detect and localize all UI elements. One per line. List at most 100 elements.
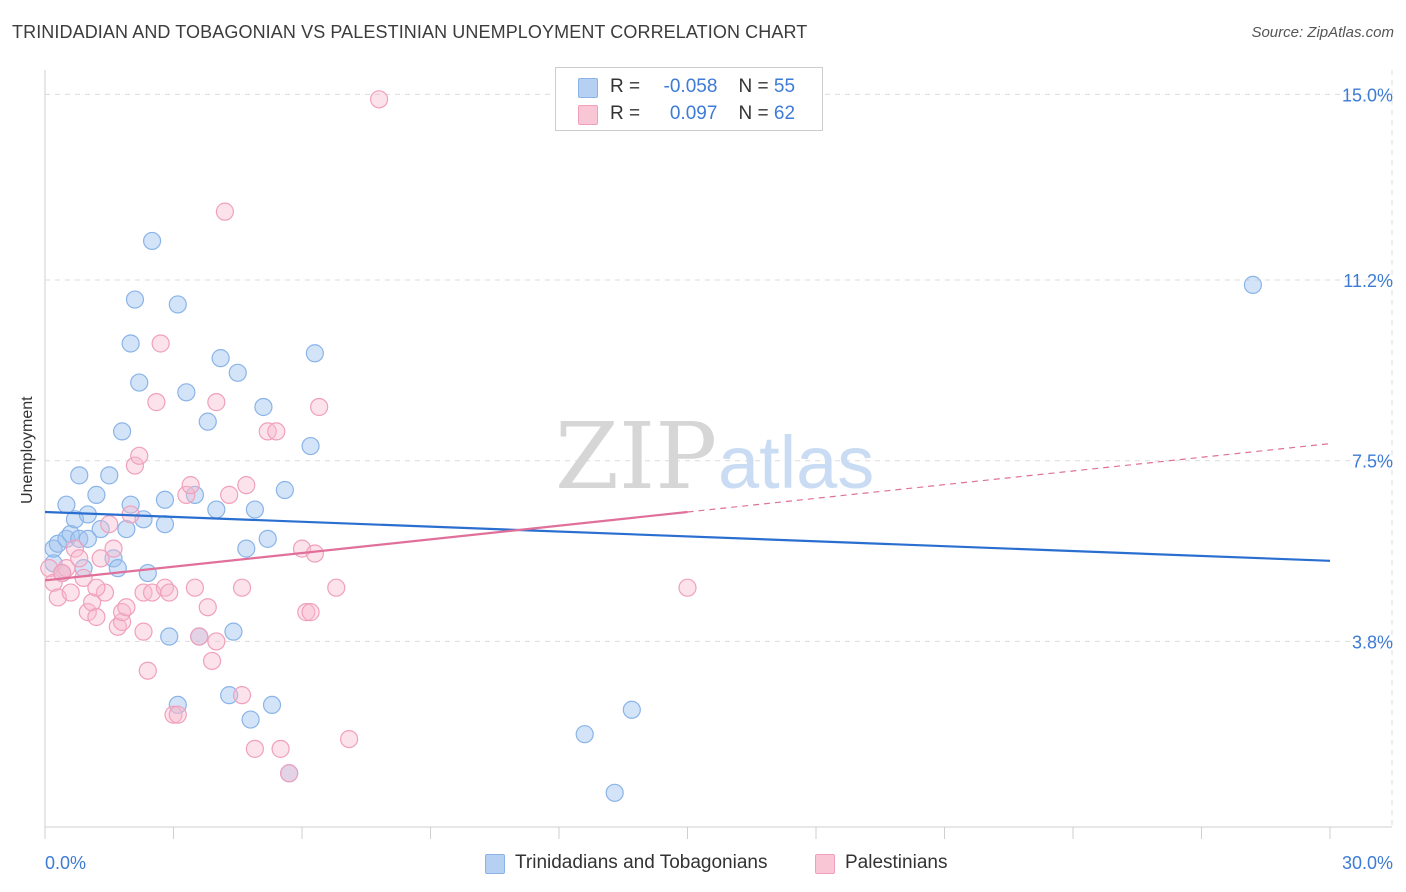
data-point — [262, 695, 282, 715]
data-point — [130, 373, 149, 392]
data-point — [138, 563, 157, 583]
data-point — [95, 583, 115, 602]
data-point — [271, 739, 290, 758]
data-point — [104, 539, 123, 558]
data-point — [224, 622, 243, 641]
data-point — [125, 456, 145, 475]
legend-label: Trinidadians and Tobagonians — [515, 852, 768, 873]
data-point — [370, 90, 389, 109]
data-point — [198, 598, 217, 617]
y-tick-label: 3.8% — [1352, 632, 1393, 652]
legend-r-value: 0.097 — [669, 103, 718, 124]
data-point — [202, 651, 222, 671]
data-point — [87, 607, 106, 627]
data-point — [83, 593, 102, 612]
data-point — [142, 231, 162, 251]
data-point — [220, 686, 239, 705]
data-point — [275, 480, 294, 500]
legend-n-value: 55 — [773, 76, 796, 97]
watermark-zip: ZIP — [555, 403, 717, 510]
y-tick-label: 7.5% — [1352, 452, 1393, 472]
data-point — [91, 549, 110, 568]
trend-line — [44, 510, 1331, 562]
data-point — [215, 202, 234, 221]
data-point — [61, 524, 80, 544]
data-point — [134, 622, 153, 641]
legend-n-label: N = — [738, 76, 769, 97]
gridlines — [45, 70, 1393, 827]
data-point — [267, 422, 286, 441]
data-point — [258, 529, 277, 548]
data-point — [228, 363, 247, 382]
data-point — [1243, 275, 1263, 294]
data-point — [104, 549, 123, 568]
data-point — [78, 603, 97, 622]
data-point — [297, 603, 316, 622]
legend-swatch-pink — [578, 105, 598, 125]
data-point — [207, 632, 226, 651]
data-point — [160, 627, 179, 646]
tick-labels: 3.8% 7.5% 11.2% 15.0% 0.0% 30.0% — [45, 85, 1393, 873]
data-point — [254, 397, 273, 417]
data-point — [575, 725, 594, 744]
data-point — [61, 583, 80, 602]
legend-r-value: -0.058 — [663, 76, 718, 97]
data-point — [280, 764, 299, 783]
data-point — [245, 739, 264, 758]
legend-n-label: N = — [738, 103, 769, 124]
series-trinidadians-points — [44, 231, 1263, 802]
data-point — [198, 412, 217, 431]
legend-r-label: R = — [610, 103, 641, 124]
data-point — [117, 519, 136, 539]
data-point — [138, 661, 157, 680]
legend-swatch-pink — [815, 854, 835, 874]
axes — [44, 70, 1392, 839]
data-point — [220, 485, 239, 504]
watermark: ZIP atlas — [555, 403, 874, 510]
data-point — [168, 705, 187, 724]
data-point — [301, 603, 320, 622]
data-point — [87, 485, 106, 504]
source-label: Source: ZipAtlas.com — [1251, 24, 1394, 41]
data-point — [241, 710, 260, 729]
legend-swatch-blue — [578, 78, 598, 98]
data-point — [121, 334, 140, 353]
watermark-atlas: atlas — [718, 421, 874, 504]
data-point — [65, 539, 85, 558]
data-point — [177, 485, 196, 504]
data-point — [151, 334, 170, 353]
correlation-legend: R = -0.058 N = 55 R = 0.097 N = 62 — [555, 67, 823, 131]
data-point — [155, 515, 175, 534]
data-point — [245, 500, 264, 519]
data-point — [168, 695, 187, 715]
data-point — [91, 519, 110, 539]
data-point — [211, 349, 230, 368]
trend-line-extension — [687, 443, 1331, 513]
data-point — [70, 549, 89, 568]
data-point — [232, 686, 252, 705]
data-point — [117, 598, 136, 617]
y-tick-label: 11.2% — [1343, 271, 1393, 291]
data-point — [622, 700, 641, 719]
data-point — [168, 295, 187, 314]
data-point — [305, 544, 324, 563]
trend-line — [44, 510, 688, 582]
y-tick-label: 15.0% — [1342, 85, 1393, 105]
data-point — [185, 578, 205, 597]
data-point — [160, 583, 179, 602]
data-point — [301, 436, 320, 456]
data-point — [70, 466, 89, 485]
data-point — [121, 495, 140, 514]
chart-title: TRINIDADIAN AND TOBAGONIAN VS PALESTINIA… — [12, 22, 808, 42]
data-point — [164, 705, 183, 724]
data-point — [232, 578, 252, 597]
data-point — [310, 397, 329, 417]
data-point — [305, 344, 324, 363]
data-point — [237, 539, 256, 558]
data-point — [147, 393, 166, 412]
data-point — [340, 729, 359, 749]
data-point — [130, 446, 149, 465]
legend-n-value: 62 — [773, 103, 796, 124]
data-point — [190, 627, 209, 646]
